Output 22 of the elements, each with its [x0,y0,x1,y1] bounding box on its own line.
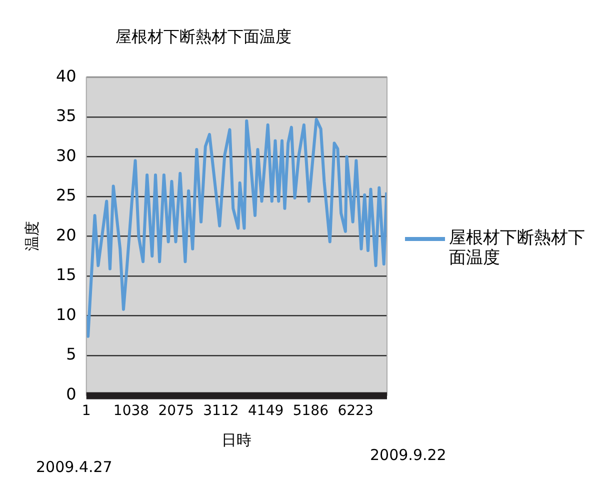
y-tick-label: 35 [56,106,76,126]
y-axis-title: 温度 [22,221,41,252]
x-tick-label: 1038 [113,403,150,420]
x-tick-label: 3112 [203,403,239,420]
x-axis-title: 日時 [222,430,252,449]
chart-title: 屋根材下断熱材下面温度 [116,26,292,46]
y-tick-label: 25 [56,186,76,205]
y-tick-label: 40 [56,66,76,86]
y-tick-label: 30 [56,146,76,165]
y-tick-label: 5 [66,344,76,364]
y-tick-label: 20 [56,225,76,244]
x-tick-label: 6223 [338,403,374,420]
text: 2009.4.27 [36,458,112,476]
text: 2009.9.22 [370,446,446,464]
x-tick-label: 5186 [292,403,329,420]
y-tick-label: 10 [56,304,76,324]
x-tick-label: 1 [82,403,91,420]
x-tick-label: 2075 [158,403,194,420]
y-tick-label: 15 [56,265,76,284]
y-tick-label: 0 [66,384,76,404]
legend-label: 屋根材下断熱材下面温度 [449,228,586,268]
x-tick-label: 4149 [248,403,284,420]
